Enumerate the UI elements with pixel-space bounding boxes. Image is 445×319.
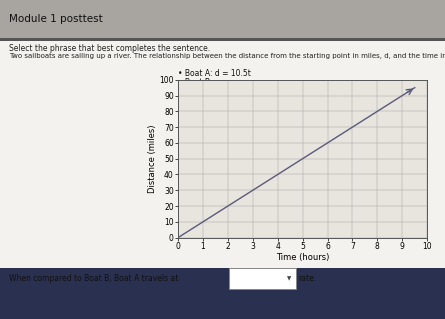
Text: rate.: rate. [298,274,316,283]
Text: ▼: ▼ [287,276,291,281]
Bar [0,0,445,38]
Bar [0,38,445,268]
Text: • Boat A: d = 10.5t: • Boat A: d = 10.5t [178,69,251,78]
Text: When compared to Boat B, Boat A travels at: When compared to Boat B, Boat A travels … [9,274,178,283]
Bar [0,38,445,41]
X-axis label: Time (hours): Time (hours) [276,253,329,262]
Text: Select the phrase that best completes the sentence.: Select the phrase that best completes th… [9,44,210,53]
Text: • Boat B:: • Boat B: [178,78,213,87]
FancyBboxPatch shape [229,268,296,289]
Y-axis label: Distance (miles): Distance (miles) [148,124,157,193]
Text: Two sailboats are sailing up a river. The relationship between the distance from: Two sailboats are sailing up a river. Th… [9,53,445,59]
Text: Module 1 posttest: Module 1 posttest [9,14,103,24]
Bar [0,268,445,319]
